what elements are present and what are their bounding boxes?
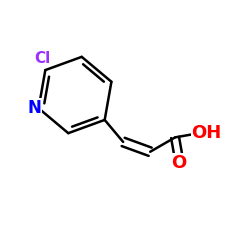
Text: OH: OH: [192, 124, 222, 142]
Text: N: N: [27, 99, 41, 117]
Text: Cl: Cl: [35, 50, 51, 66]
Text: O: O: [171, 154, 186, 172]
